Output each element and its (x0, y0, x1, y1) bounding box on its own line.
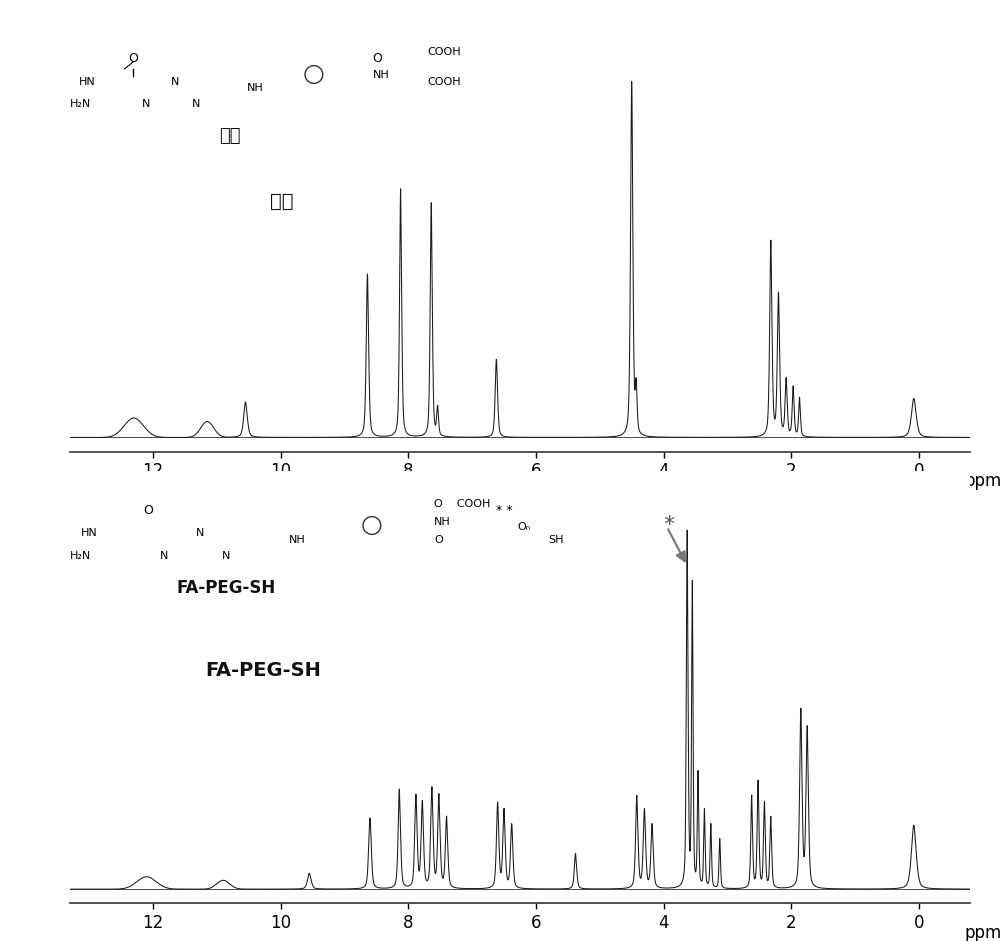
Text: HN: HN (80, 528, 97, 538)
Text: NH: NH (434, 517, 451, 527)
Text: N: N (159, 550, 168, 561)
Text: COOH: COOH (427, 76, 461, 87)
Text: SH: SH (548, 535, 564, 545)
Text: NH: NH (372, 70, 389, 80)
Text: N: N (196, 528, 204, 538)
Text: 叶酸: 叶酸 (219, 127, 240, 145)
Text: 叶酸: 叶酸 (270, 192, 293, 211)
Text: N: N (141, 99, 150, 109)
Text: FA-PEG-SH: FA-PEG-SH (176, 579, 276, 597)
Text: HN: HN (78, 76, 95, 87)
Text: NH: NH (246, 84, 263, 93)
Text: N: N (192, 99, 200, 109)
Text: H₂N: H₂N (70, 99, 91, 109)
Text: *: * (663, 515, 674, 534)
Text: O: O (128, 52, 138, 65)
Text: O: O (143, 503, 153, 517)
Text: H₂N: H₂N (70, 550, 91, 561)
Text: O: O (372, 52, 382, 65)
Text: ○: ○ (303, 61, 325, 86)
Text: ppm: ppm (965, 472, 1000, 490)
Text: Oₙ: Oₙ (517, 521, 530, 532)
Text: * *: * * (496, 503, 513, 517)
Text: FA-PEG-SH: FA-PEG-SH (206, 661, 321, 680)
Text: O: O (434, 535, 443, 545)
Text: ○: ○ (361, 513, 383, 537)
Text: NH: NH (288, 535, 305, 545)
Text: N: N (171, 76, 179, 87)
Text: ppm: ppm (965, 924, 1000, 941)
Text: N: N (222, 550, 230, 561)
Text: O    COOH: O COOH (434, 499, 490, 509)
Text: COOH: COOH (427, 47, 461, 57)
